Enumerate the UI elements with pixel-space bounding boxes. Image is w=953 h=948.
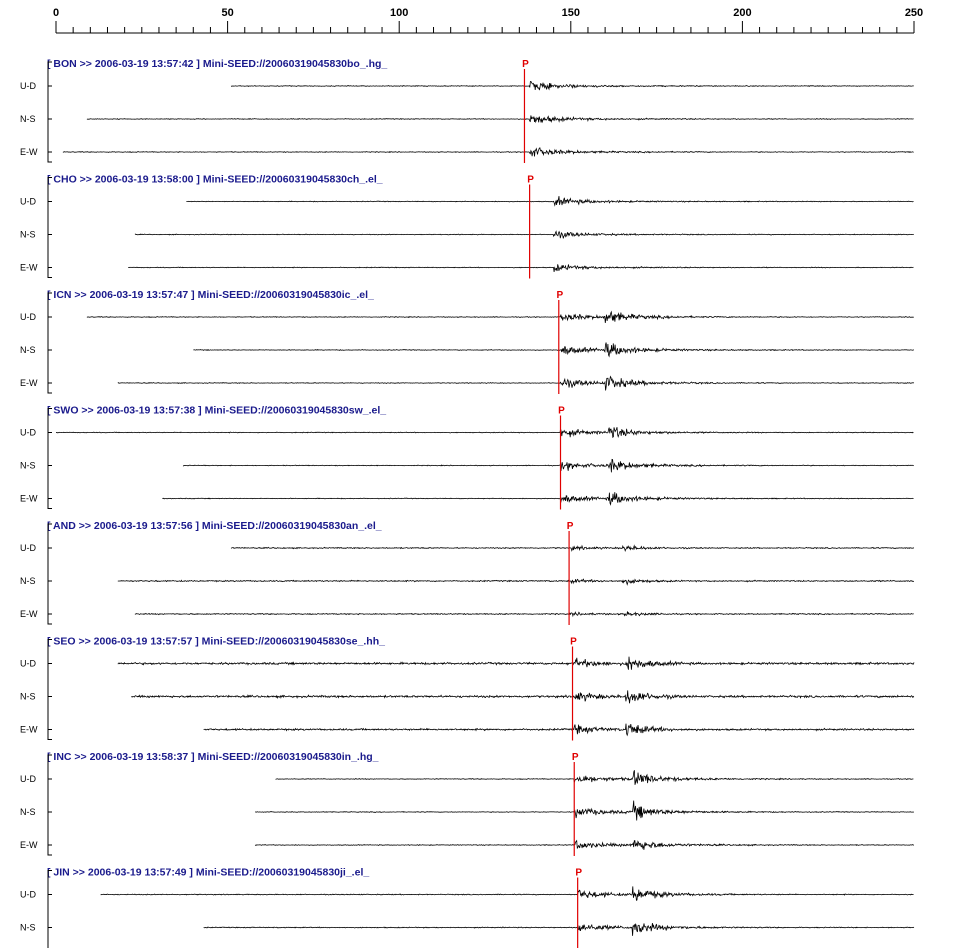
waveform-trace — [254, 839, 915, 850]
waveform-trace — [131, 690, 915, 704]
waveform-trace — [193, 342, 915, 358]
x-tick-label: 200 — [733, 7, 751, 19]
p-pick-label: P — [527, 175, 534, 186]
station-panel: [ AND >> 2006-03-19 13:57:56 ] Mini-SEED… — [20, 520, 915, 625]
waveform-trace — [162, 492, 914, 506]
p-pick-label: P — [570, 637, 577, 648]
station-header: [ AND >> 2006-03-19 13:57:56 ] Mini-SEED… — [47, 520, 382, 532]
station-header: [ CHO >> 2006-03-19 13:58:00 ] Mini-SEED… — [47, 174, 383, 186]
station-bracket — [47, 177, 52, 278]
component-label: U-D — [20, 543, 36, 553]
waveform-trace — [254, 800, 914, 821]
station-panel: [ BON >> 2006-03-19 13:57:42 ] Mini-SEED… — [20, 58, 914, 163]
component-label: N-S — [20, 345, 36, 355]
waveform-trace — [182, 458, 914, 473]
station-bracket — [47, 408, 52, 509]
component-label: U-D — [20, 81, 36, 91]
component-label: E-W — [20, 263, 38, 273]
station-header: [ JIN >> 2006-03-19 13:57:49 ] Mini-SEED… — [47, 867, 369, 879]
component-label: E-W — [20, 725, 38, 735]
station-header: [ ICN >> 2006-03-19 13:57:47 ] Mini-SEED… — [47, 289, 374, 301]
waveform-trace — [117, 375, 915, 391]
component-label: N-S — [20, 114, 36, 124]
station-header: [ SWO >> 2006-03-19 13:57:38 ] Mini-SEED… — [47, 405, 386, 417]
component-label: E-W — [20, 378, 38, 388]
p-pick-label: P — [572, 752, 579, 763]
x-tick-label: 0 — [53, 7, 59, 19]
waveform-trace — [203, 923, 915, 936]
station-header: [ SEO >> 2006-03-19 13:57:57 ] Mini-SEED… — [47, 636, 385, 648]
station-header: [ INC >> 2006-03-19 13:58:37 ] Mini-SEED… — [47, 751, 379, 763]
waveform-trace — [134, 230, 914, 239]
component-label: E-W — [20, 609, 38, 619]
component-label: N-S — [20, 692, 36, 702]
component-label: N-S — [20, 807, 36, 817]
waveform-trace — [86, 310, 914, 323]
waveform-trace — [275, 770, 914, 785]
station-panel: [ ICN >> 2006-03-19 13:57:47 ] Mini-SEED… — [20, 289, 915, 394]
station-bracket — [47, 870, 52, 948]
x-tick-label: 50 — [221, 7, 233, 19]
waveform-trace — [128, 264, 914, 273]
waveform-trace — [117, 656, 915, 670]
p-pick-label: P — [522, 59, 529, 70]
component-label: U-D — [20, 312, 36, 322]
waveform-trace — [230, 544, 915, 553]
p-pick-label: P — [558, 406, 565, 417]
component-label: E-W — [20, 147, 38, 157]
component-label: U-D — [20, 428, 36, 438]
waveform-trace — [117, 578, 914, 586]
component-label: U-D — [20, 197, 36, 207]
waveform-trace — [230, 81, 914, 91]
x-tick-label: 150 — [562, 7, 580, 19]
component-label: E-W — [20, 840, 38, 850]
p-pick-label: P — [567, 521, 574, 532]
component-label: N-S — [20, 461, 36, 471]
station-bracket — [47, 754, 52, 856]
component-label: U-D — [20, 659, 36, 669]
waveform-trace — [55, 427, 914, 439]
component-label: N-S — [20, 576, 36, 586]
waveform-trace — [62, 147, 914, 157]
station-panel: [ SEO >> 2006-03-19 13:57:57 ] Mini-SEED… — [20, 636, 915, 741]
component-label: U-D — [20, 890, 36, 900]
time-axis: 0 50 100 150 200 250 — [53, 7, 923, 34]
waveform-trace — [86, 115, 914, 124]
waveform-trace — [134, 611, 914, 618]
station-panels: [ BON >> 2006-03-19 13:57:42 ] Mini-SEED… — [20, 58, 915, 948]
station-header: [ BON >> 2006-03-19 13:57:42 ] Mini-SEED… — [47, 58, 387, 70]
component-label: N-S — [20, 230, 36, 240]
waveform-trace — [186, 196, 914, 207]
station-bracket — [47, 639, 52, 740]
x-tick-label: 100 — [390, 7, 408, 19]
waveform-trace — [203, 723, 915, 737]
x-tick-label: 250 — [905, 7, 923, 19]
station-panel: [ INC >> 2006-03-19 13:58:37 ] Mini-SEED… — [20, 751, 915, 856]
p-pick-label: P — [556, 290, 563, 301]
component-label: U-D — [20, 774, 36, 784]
p-pick-label: P — [575, 868, 582, 879]
station-panel: [ JIN >> 2006-03-19 13:57:49 ] Mini-SEED… — [20, 867, 915, 948]
station-panel: [ SWO >> 2006-03-19 13:57:38 ] Mini-SEED… — [20, 405, 914, 510]
station-panel: [ CHO >> 2006-03-19 13:58:00 ] Mini-SEED… — [20, 174, 914, 279]
station-bracket — [47, 523, 52, 625]
component-label: E-W — [20, 494, 38, 504]
component-label: N-S — [20, 923, 36, 933]
station-bracket — [47, 61, 52, 163]
station-bracket — [47, 292, 52, 394]
waveform-trace — [100, 886, 914, 901]
